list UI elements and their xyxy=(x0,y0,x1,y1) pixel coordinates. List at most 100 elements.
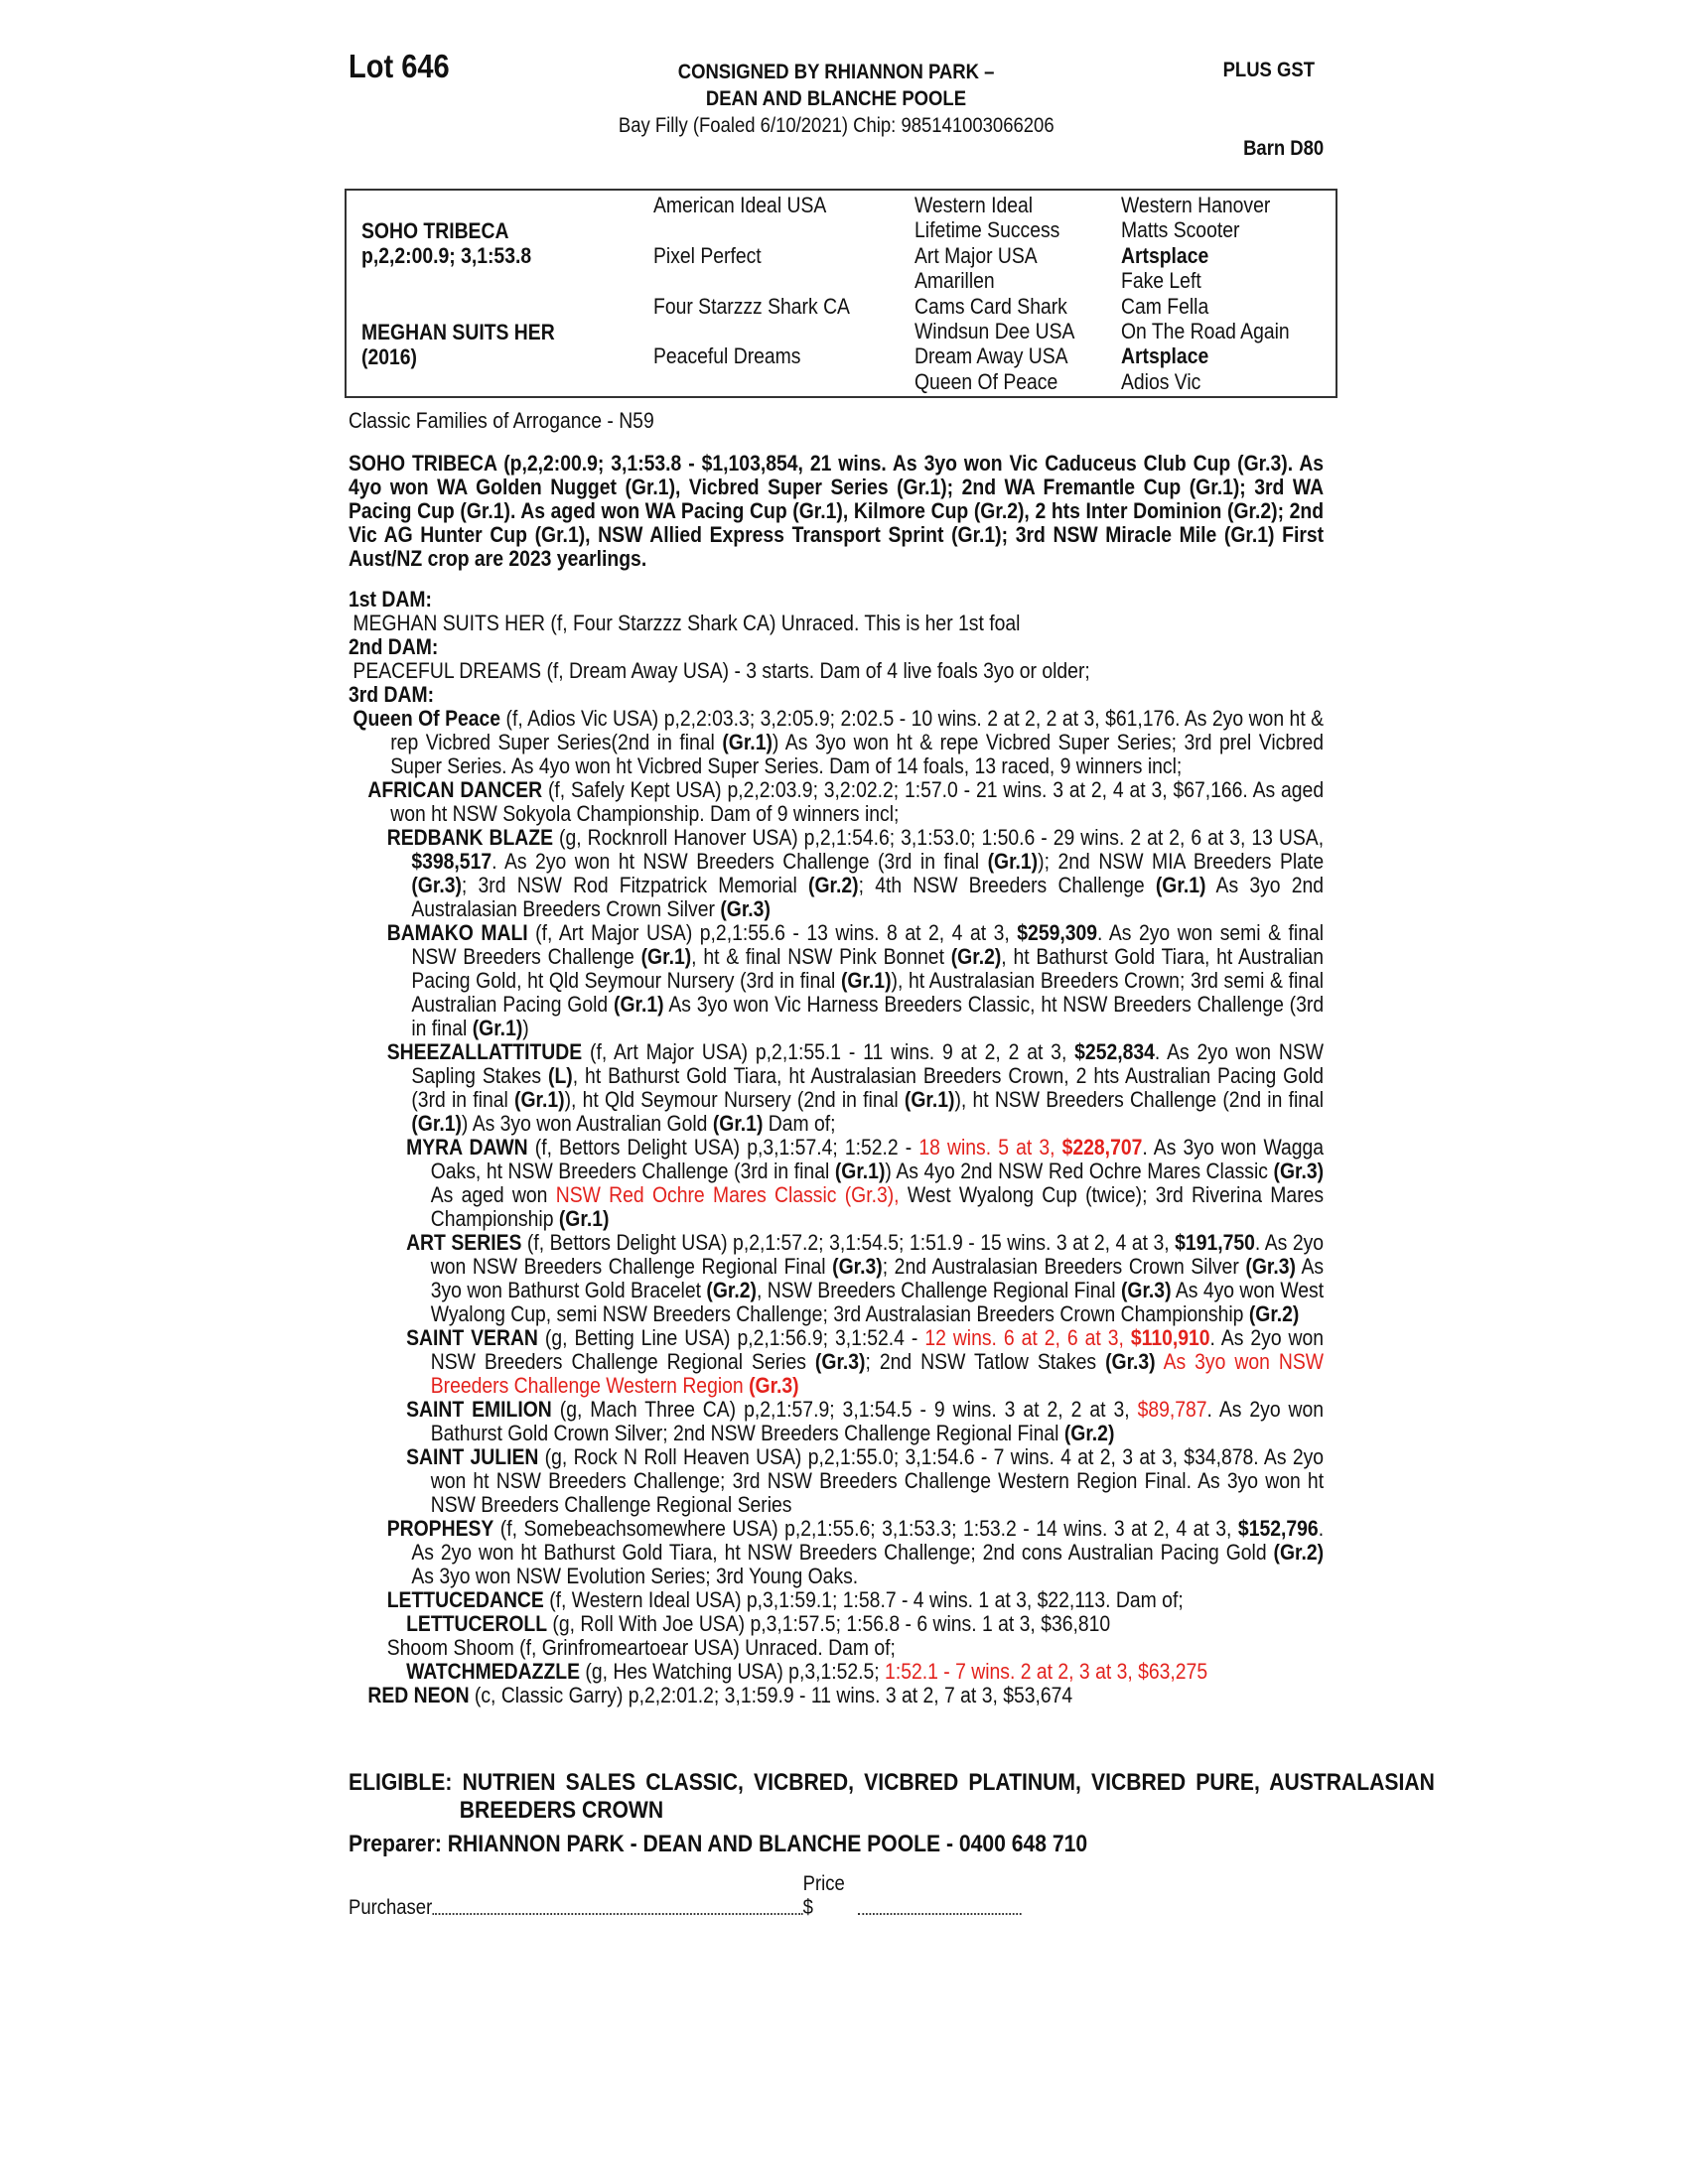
horse-name: PROPHESY xyxy=(386,1516,494,1541)
entry-text: ), ht Australasian Breeders Crown; 3rd s… xyxy=(411,968,1325,1017)
entry-text: As 3yo won Vic Harness Breeders Classic,… xyxy=(411,992,1325,1040)
horse-name: LETTUCEDANCE xyxy=(386,1587,544,1612)
great-grandparent-name: Western Ideal xyxy=(914,193,1034,217)
great-great-grandparent-name: Cam Fella xyxy=(1121,293,1209,319)
entry-text: (Gr.1) xyxy=(722,730,773,754)
entry-text: $259,309 xyxy=(1017,920,1098,945)
entry-text: (Gr.2) xyxy=(1248,1301,1300,1326)
dam-entry: Queen Of Peace (f, Adios Vic USA) p,2,2:… xyxy=(349,707,1324,778)
dam-entry: MEGHAN SUITS HER (f, Four Starzzz Shark … xyxy=(349,612,1324,635)
entry-text: , ht Bathurst Gold Tiara, ht Australian … xyxy=(411,944,1325,993)
preparer: Preparer: RHIANNON PARK - DEAN AND BLANC… xyxy=(349,1831,1088,1857)
entry-text: As aged won xyxy=(430,1182,556,1207)
entry-text: (Gr.1) xyxy=(513,1087,565,1112)
entry-text: (f, Somebeachsomewhere USA) p,2,1:55.6; … xyxy=(493,1516,1238,1541)
entry-text: (Gr.1) xyxy=(640,944,692,969)
dam-entry: MYRA DAWN (f, Bettors Delight USA) p,3,1… xyxy=(349,1136,1324,1231)
dam-name: MEGHAN SUITS HER xyxy=(361,320,555,344)
great-great-grandparent-name: On The Road Again xyxy=(1121,319,1290,343)
entry-text: $191,750 xyxy=(1175,1230,1255,1255)
lot-number: Lot 646 xyxy=(349,48,450,84)
great-great-grandparent-name: Adios Vic xyxy=(1121,368,1201,394)
entry-text: (g, Rocknroll Hanover USA) p,2,1:54.6; 3… xyxy=(553,825,1325,850)
entry-text: . As 2yo won ht Bathurst Gold Tiara, ht … xyxy=(411,1516,1325,1565)
entry-text: (f, Bettors Delight USA) p,3,1:57.4; 1:5… xyxy=(527,1135,919,1160)
entry-text: (Gr.1) xyxy=(712,1111,764,1136)
entry-text: (Gr.3) xyxy=(1273,1159,1325,1183)
dam-entry: RED NEON (c, Classic Garry) p,2,2:01.2; … xyxy=(349,1684,1324,1707)
horse-name: BAMAKO MALI xyxy=(386,920,528,945)
horse-name: MYRA DAWN xyxy=(406,1135,528,1160)
price-field[interactable] xyxy=(857,1913,1022,1915)
dam-entry: SAINT VERAN (g, Betting Line USA) p,2,1:… xyxy=(349,1326,1324,1398)
entry-text: 18 wins. 5 at 3, xyxy=(918,1135,1062,1160)
purchaser-label: Purchaser xyxy=(349,1896,433,1919)
entry-text: (Gr.3) xyxy=(814,1349,866,1374)
grandparent-name: Peaceful Dreams xyxy=(653,343,801,369)
sire-record: p,2,2:00.9; 3,1:53.8 xyxy=(361,243,532,268)
horse-name: SAINT VERAN xyxy=(406,1325,538,1350)
dam-entry: REDBANK BLAZE (g, Rocknroll Hanover USA)… xyxy=(349,826,1324,921)
pedigree-table: SOHO TRIBECA p,2,2:00.9; 3,1:53.8 MEGHAN S… xyxy=(345,189,1337,398)
entry-text: (Gr.3) xyxy=(720,896,771,921)
dam-entry: PROPHESY (f, Somebeachsomewhere USA) p,2… xyxy=(349,1517,1324,1588)
entry-text: Shoom Shoom (f, Grinfromeartoear USA) Un… xyxy=(386,1635,896,1660)
entry-text: $252,834 xyxy=(1074,1039,1155,1064)
entry-text: (Gr.3) xyxy=(411,873,462,897)
entry-text: West Wyalong Cup (twice); 3rd Riverina M… xyxy=(430,1182,1325,1231)
entry-text: $89,787 xyxy=(1137,1397,1207,1422)
dam-entry: LETTUCEROLL (g, Roll With Joe USA) p,3,1… xyxy=(349,1612,1324,1636)
entry-text: . As 2yo won NSW Breeders Challenge Regi… xyxy=(430,1325,1325,1374)
dam-entry: WATCHMEDAZZLE (g, Hes Watching USA) p,3,… xyxy=(349,1660,1324,1684)
price-label: Price $ xyxy=(802,1872,845,1919)
consignor-line-1: CONSIGNED BY RHIANNON PARK – xyxy=(677,61,995,83)
plus-gst: PLUS GST xyxy=(1222,59,1315,81)
barn-location: Barn D80 xyxy=(1242,137,1324,160)
entry-text: (g, Roll With Joe USA) p,3,1:57.5; 1:56.… xyxy=(547,1611,1111,1636)
entry-text: ), ht NSW Breeders Challenge (2nd in fin… xyxy=(954,1087,1325,1112)
entry-text: As 3yo won NSW Breeders Challenge Wester… xyxy=(430,1349,1325,1398)
entry-text: As 4yo won West Wyalong Cup, semi NSW Br… xyxy=(430,1278,1325,1326)
entry-text: ), ht Qld Seymour Nursery (2nd in final xyxy=(564,1087,905,1112)
sire-summary: SOHO TRIBECA (p,2,2:00.9; 3,1:53.8 - $1,… xyxy=(349,451,1325,571)
purchaser-field[interactable] xyxy=(432,1913,803,1915)
entry-text: Dam of; xyxy=(763,1111,836,1136)
eligibility: ELIGIBLE: NUTRIEN SALES CLASSIC, VICBRED… xyxy=(349,1769,1435,1824)
entry-text: (Gr.2) xyxy=(808,873,859,897)
horse-name: ART SERIES xyxy=(406,1230,522,1255)
sire-name: SOHO TRIBECA xyxy=(361,218,509,243)
entry-text: (f, Art Major USA) p,2,1:55.1 - 11 wins.… xyxy=(582,1039,1075,1064)
entry-text: (c, Classic Garry) p,2,2:01.2; 3,1:59.9 … xyxy=(469,1683,1073,1707)
entry-text: (f, Art Major USA) p,2,1:55.6 - 13 wins.… xyxy=(527,920,1018,945)
purchase-line: Purchaser Price $ xyxy=(349,1872,1022,1920)
entry-text: (g, Betting Line USA) p,2,1:56.9; 3,1:52… xyxy=(537,1325,925,1350)
dam-entry: SHEEZALLATTITUDE (f, Art Major USA) p,2,… xyxy=(349,1040,1324,1136)
dam-entry: PEACEFUL DREAMS (f, Dream Away USA) - 3 … xyxy=(349,659,1324,683)
dam-heading: 1st DAM: xyxy=(349,587,432,612)
entry-text: (f, Adios Vic USA) p,2,2:03.3; 3,2:05.9;… xyxy=(390,706,1325,754)
horse-name: Queen Of Peace xyxy=(352,706,501,731)
great-grandparent-name: Windsun Dee USA xyxy=(914,319,1075,343)
great-grandparent-name: Queen Of Peace xyxy=(914,368,1058,394)
horse-name: WATCHMEDAZZLE xyxy=(406,1659,581,1684)
entry-text: $228,707 xyxy=(1061,1135,1143,1160)
entry-text: ) As 3yo won ht & repe Vicbred Super Ser… xyxy=(390,730,1325,778)
entry-text: , NSW Breeders Challenge Regional Final xyxy=(756,1278,1121,1302)
entry-text: (Gr.2) xyxy=(1063,1421,1115,1445)
entry-text: (Gr.2) xyxy=(1273,1540,1325,1565)
horse-description: Bay Filly (Foaled 6/10/2021) Chip: 98514… xyxy=(618,114,1055,137)
horse-name: SAINT EMILION xyxy=(406,1397,552,1422)
great-grandparent-name: Amarillen xyxy=(914,268,995,294)
dam-heading: 3rd DAM: xyxy=(349,682,435,707)
entry-text: (g, Mach Three CA) p,2,1:57.9; 3,1:54.5 … xyxy=(551,1397,1138,1422)
entry-text: (f, Western Ideal USA) p,3,1:59.1; 1:58.… xyxy=(543,1587,1184,1612)
entry-text: ; 4th NSW Breeders Challenge xyxy=(858,873,1156,897)
entry-text: (Gr.1) xyxy=(987,849,1039,874)
dam-entry: Shoom Shoom (f, Grinfromeartoear USA) Un… xyxy=(349,1636,1324,1660)
family-line: Classic Families of Arrogance - N59 xyxy=(349,408,654,433)
entry-text: ); 2nd NSW MIA Breeders Plate xyxy=(1038,849,1325,874)
horse-name: SAINT JULIEN xyxy=(406,1444,539,1469)
entry-text: (Gr.1) xyxy=(834,1159,886,1183)
dam-entry: SAINT EMILION (g, Mach Three CA) p,2,1:5… xyxy=(349,1398,1324,1445)
entry-text: ) As 4yo 2nd NSW Red Ochre Mares Classic xyxy=(885,1159,1274,1183)
